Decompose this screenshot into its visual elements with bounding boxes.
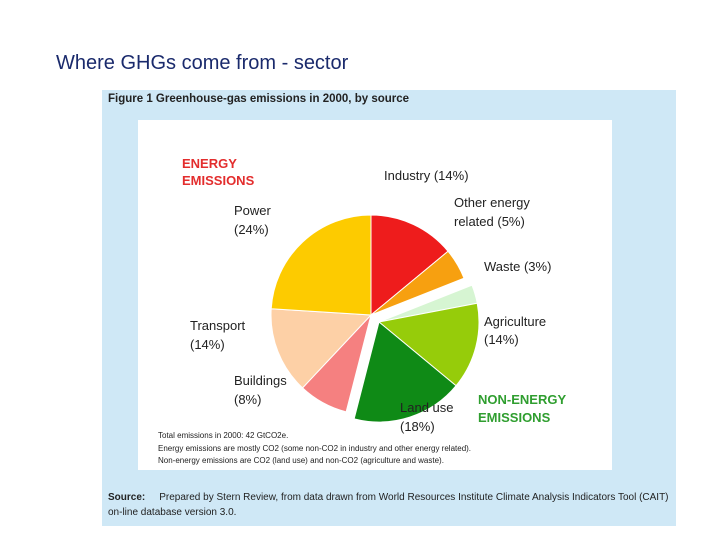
pie-slice-land-use — [353, 321, 457, 423]
labels-layer: ENERGY EMISSIONS NON-ENERGY EMISSIONS In… — [158, 156, 566, 465]
pie-slice-power — [270, 214, 372, 316]
slice-label-transport-line2: (14%) — [190, 337, 225, 352]
figure-panel: Figure 1 Greenhouse-gas emissions in 200… — [102, 90, 676, 526]
slice-label-land-use-line2: (18%) — [400, 419, 435, 434]
slice-label-waste: Waste (3%) — [484, 259, 551, 274]
slide-title: Where GHGs come from - sector — [56, 52, 349, 74]
energy-emissions-note: Energy emissions are mostly CO2 (some no… — [158, 444, 471, 453]
slice-label-buildings-line1: Buildings — [234, 373, 287, 388]
nonenergy-group-label-line1: NON-ENERGY — [478, 392, 566, 407]
pie-chart: ENERGY EMISSIONS NON-ENERGY EMISSIONS In… — [158, 156, 566, 465]
energy-group-label-line1: ENERGY — [182, 156, 237, 171]
slice-label-other-energy-line1: Other energy — [454, 195, 530, 210]
slice-label-land-use-line1: Land use — [400, 400, 454, 415]
source-text: Prepared by Stern Review, from data draw… — [108, 492, 669, 518]
nonenergy-group-label-line2: EMISSIONS — [478, 410, 551, 425]
figure-caption: Figure 1 Greenhouse-gas emissions in 200… — [108, 93, 410, 105]
total-emissions-note: Total emissions in 2000: 42 GtCO2e. — [158, 431, 288, 440]
energy-group-label-line2: EMISSIONS — [182, 173, 255, 188]
slice-label-agriculture-line1: Agriculture — [484, 314, 546, 329]
slice-label-industry: Industry (14%) — [384, 168, 469, 183]
source-label: Source: — [108, 492, 146, 503]
slice-label-agriculture-line2: (14%) — [484, 332, 519, 347]
slice-label-transport-line1: Transport — [190, 318, 246, 333]
pie-slice-industry — [370, 214, 449, 317]
pie-slice-transport — [270, 308, 373, 389]
chart-area: ENERGY EMISSIONS NON-ENERGY EMISSIONS In… — [138, 120, 612, 470]
pie-slice-agriculture — [377, 302, 480, 387]
source-block: Source: Prepared by Stern Review, from da… — [108, 490, 670, 520]
slice-label-buildings-line2: (8%) — [234, 392, 261, 407]
slice-label-power-line1: Power — [234, 203, 272, 218]
slices-layer — [270, 214, 480, 423]
slice-label-other-energy-line2: related (5%) — [454, 214, 525, 229]
pie-slice-other-energy-related — [370, 250, 465, 316]
nonenergy-emissions-note: Non-energy emissions are CO2 (land use) … — [158, 456, 444, 465]
slice-label-power-line2: (24%) — [234, 222, 269, 237]
